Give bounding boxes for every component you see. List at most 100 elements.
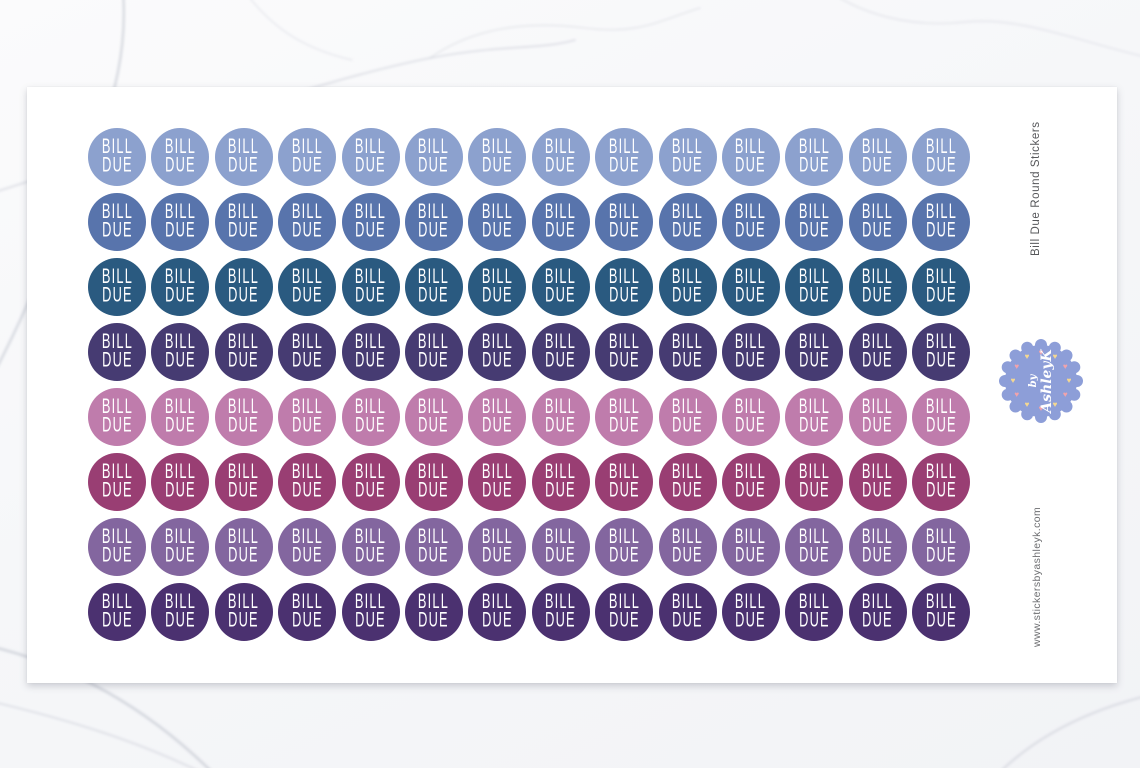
bill-due-sticker: BILL DUE: [595, 193, 654, 251]
bill-due-sticker: BILL DUE: [468, 388, 527, 446]
bill-due-sticker: BILL DUE: [658, 323, 717, 381]
heart-icon: ♥: [1038, 404, 1044, 413]
bill-due-sticker: BILL DUE: [404, 518, 463, 576]
bill-due-sticker: BILL DUE: [721, 518, 780, 576]
sticker-label: BILL DUE: [164, 136, 196, 177]
bill-due-sticker: BILL DUE: [531, 453, 590, 511]
sticker-label: BILL DUE: [925, 396, 957, 437]
bill-due-sticker: BILL DUE: [785, 128, 844, 186]
sticker-label: BILL DUE: [735, 266, 767, 307]
brand-badge: ♥ ♥ ♥ ♥ ♥ ♥ ♥ ♥ ♥ ♥ ♥ ♥ by AshleyK: [999, 339, 1083, 423]
bill-due-sticker: BILL DUE: [721, 258, 780, 316]
sticker-label: BILL DUE: [545, 591, 577, 632]
sticker-label: BILL DUE: [735, 331, 767, 372]
bill-due-sticker: BILL DUE: [912, 128, 971, 186]
sticker-label: BILL DUE: [418, 526, 450, 567]
bill-due-sticker: BILL DUE: [151, 388, 210, 446]
heart-icon: ♥: [1066, 376, 1072, 385]
sticker-row-plum: BILL DUE BILL DUE BILL DUE BILL DUE BILL DUE BILL D…: [88, 453, 971, 511]
bill-due-sticker: BILL DUE: [468, 258, 527, 316]
bill-due-sticker: BILL DUE: [658, 193, 717, 251]
sticker-label: BILL DUE: [101, 266, 133, 307]
sticker-label: BILL DUE: [481, 526, 513, 567]
sticker-row-amethyst-purple: BILL DUE BILL DUE BILL DUE BILL DUE BILL DUE BILL D…: [88, 518, 971, 576]
bill-due-sticker: BILL DUE: [912, 518, 971, 576]
bill-due-sticker: BILL DUE: [531, 258, 590, 316]
scalloped-badge-shape: [999, 339, 1083, 423]
bill-due-sticker: BILL DUE: [785, 323, 844, 381]
heart-icon: ♥: [1014, 390, 1020, 399]
sticker-label: BILL DUE: [481, 461, 513, 502]
sticker-label: BILL DUE: [925, 331, 957, 372]
brand-name: AshleyK: [1038, 349, 1055, 413]
sticker-label: BILL DUE: [481, 201, 513, 242]
sticker-label: BILL DUE: [291, 136, 323, 177]
sticker-label: BILL DUE: [481, 591, 513, 632]
sticker-label: BILL DUE: [418, 396, 450, 437]
sticker-label: BILL DUE: [354, 591, 387, 632]
sticker-label: BILL DUE: [101, 331, 133, 372]
bill-due-sticker: BILL DUE: [341, 518, 400, 576]
bill-due-sticker: BILL DUE: [785, 453, 844, 511]
sticker-label: BILL DUE: [101, 201, 133, 242]
bill-due-sticker: BILL DUE: [404, 258, 463, 316]
heart-icon: ♥: [1014, 362, 1020, 371]
bill-due-sticker: BILL DUE: [341, 193, 400, 251]
bill-due-sticker: BILL DUE: [214, 193, 273, 251]
bill-due-sticker: BILL DUE: [658, 453, 717, 511]
sticker-label: BILL DUE: [862, 266, 894, 307]
bill-due-sticker: BILL DUE: [278, 258, 337, 316]
bill-due-sticker: BILL DUE: [151, 323, 210, 381]
bill-due-sticker: BILL DUE: [848, 583, 907, 641]
sticker-label: BILL DUE: [418, 201, 450, 242]
sticker-label: BILL DUE: [418, 461, 450, 502]
bill-due-sticker: BILL DUE: [214, 258, 273, 316]
sticker-label: BILL DUE: [164, 526, 196, 567]
bill-due-sticker: BILL DUE: [214, 453, 273, 511]
bill-due-sticker: BILL DUE: [658, 128, 717, 186]
heart-icon: ♥: [1062, 390, 1068, 399]
sticker-label: BILL DUE: [228, 201, 260, 242]
bill-due-sticker: BILL DUE: [151, 453, 210, 511]
bill-due-sticker: BILL DUE: [531, 583, 590, 641]
bill-due-sticker: BILL DUE: [341, 128, 400, 186]
sticker-label: BILL DUE: [354, 136, 387, 177]
brand-logo-text: by AshleyK: [999, 339, 1083, 423]
sticker-label: BILL DUE: [418, 266, 450, 307]
sticker-label: BILL DUE: [798, 331, 830, 372]
sticker-label: BILL DUE: [671, 461, 704, 502]
sticker-label: BILL DUE: [291, 201, 323, 242]
bill-due-sticker: BILL DUE: [531, 193, 590, 251]
bill-due-sticker: BILL DUE: [721, 583, 780, 641]
sticker-label: BILL DUE: [608, 396, 640, 437]
bill-due-sticker: BILL DUE: [595, 453, 654, 511]
heart-icon: ♥: [1024, 351, 1030, 361]
sticker-label: BILL DUE: [862, 591, 894, 632]
bill-due-sticker: BILL DUE: [404, 128, 463, 186]
sticker-label: BILL DUE: [671, 526, 704, 567]
sticker-label: BILL DUE: [354, 201, 387, 242]
bill-due-sticker: BILL DUE: [721, 193, 780, 251]
sticker-label: BILL DUE: [735, 396, 767, 437]
product-title: Bill Due Round Stickers: [1030, 121, 1042, 257]
bill-due-sticker: BILL DUE: [912, 193, 971, 251]
sticker-row-orchid-pink: BILL DUE BILL DUE BILL DUE BILL DUE BILL DUE BILL D…: [88, 388, 971, 446]
sticker-label: BILL DUE: [164, 591, 196, 632]
sticker-grid: BILL DUE BILL DUE BILL DUE BILL DUE BILL DUE BILL D…: [88, 128, 971, 641]
bill-due-sticker: BILL DUE: [658, 518, 717, 576]
sticker-label: BILL DUE: [735, 136, 767, 177]
sticker-label: BILL DUE: [671, 331, 704, 372]
bill-due-sticker: BILL DUE: [848, 453, 907, 511]
bill-due-sticker: BILL DUE: [785, 258, 844, 316]
sticker-label: BILL DUE: [481, 136, 513, 177]
bill-due-sticker: BILL DUE: [88, 453, 146, 511]
heart-icon: ♥: [1052, 400, 1058, 410]
bill-due-sticker: BILL DUE: [658, 583, 717, 641]
sticker-label: BILL DUE: [354, 396, 387, 437]
sticker-label: BILL DUE: [671, 201, 704, 242]
sticker-label: BILL DUE: [608, 136, 640, 177]
bill-due-sticker: BILL DUE: [721, 453, 780, 511]
sticker-label: BILL DUE: [101, 396, 133, 437]
bill-due-sticker: BILL DUE: [341, 258, 400, 316]
bill-due-sticker: BILL DUE: [151, 518, 210, 576]
